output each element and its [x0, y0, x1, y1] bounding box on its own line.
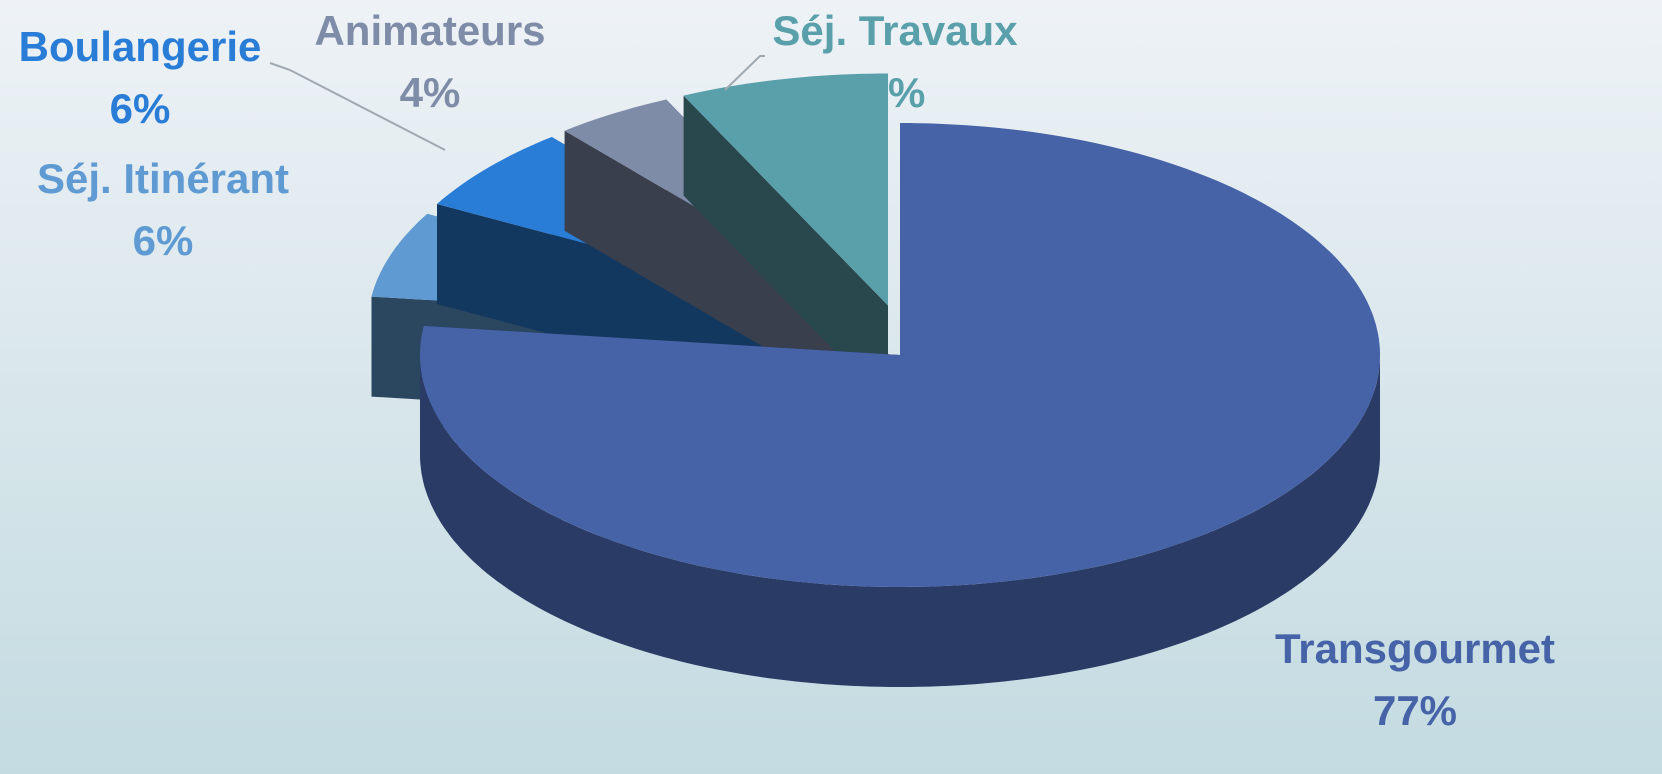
slice-label: Séj. Itinérant	[37, 155, 289, 202]
slice-label: Boulangerie	[19, 23, 262, 70]
slice-label: Séj. Travaux	[772, 7, 1018, 54]
slice-value-label: 77%	[1373, 687, 1457, 734]
slice-value-label: 4%	[400, 69, 461, 116]
labels: Transgourmet 77% Séj. Itinérant 6% Boulanger…	[19, 7, 1555, 734]
slice-label: Transgourmet	[1275, 625, 1555, 672]
slice-value-label: 7%	[865, 69, 926, 116]
slice	[420, 123, 1380, 687]
slice-top	[420, 123, 1380, 587]
slice-label: Animateurs	[314, 7, 545, 54]
slice-side	[683, 95, 888, 406]
slice-wall	[420, 355, 1380, 687]
leader-line	[269, 62, 446, 151]
leader-line	[724, 55, 765, 91]
pie	[371, 73, 1380, 687]
slice-value-label: 6%	[133, 217, 194, 264]
slice-top	[683, 73, 888, 306]
slice	[683, 73, 888, 406]
slice-side	[564, 130, 871, 410]
slice-value-label: 6%	[110, 85, 171, 132]
